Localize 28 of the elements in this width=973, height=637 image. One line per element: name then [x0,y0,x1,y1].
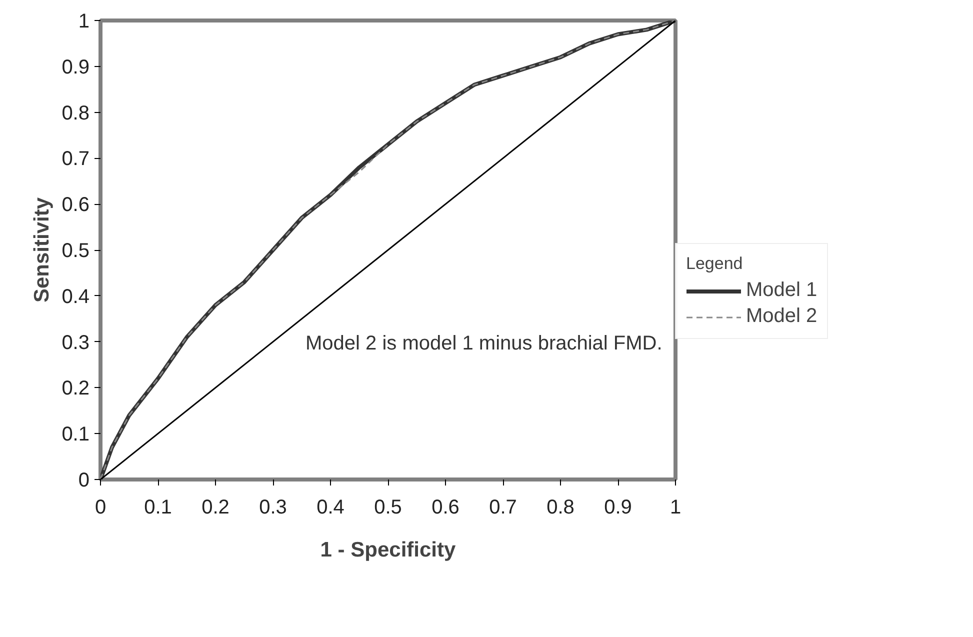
x-tick-label: 0.2 [202,496,230,518]
x-tick-label: 0.6 [432,496,460,518]
x-tick-label: 0.1 [144,496,172,518]
y-tick-label: 0.8 [62,102,90,124]
legend-label: Model 2 [746,305,818,328]
legend-title: Legend [686,254,744,274]
x-tick-label: 0.9 [604,496,632,518]
y-tick-label: 0.1 [62,424,90,446]
y-tick-label: 0.2 [62,378,90,400]
legend-label: Model 1 [746,279,818,302]
y-tick-label: 0.3 [62,332,90,354]
y-axis-title: Sensitivity [30,197,54,303]
annotation: Model 2 is model 1 minus brachial FMD. [306,332,662,354]
x-axis-title: 1 - Specificity [320,538,456,562]
y-tick-label: 0.9 [62,56,90,78]
x-tick-label: 0.3 [259,496,287,518]
x-tick-label: 0.7 [489,496,517,518]
y-tick-label: 0 [78,470,90,492]
x-tick-label: 0.5 [374,496,402,518]
y-tick-label: 0.5 [62,240,90,262]
y-tick-label: 0.4 [62,286,90,308]
x-tick-label: 0.8 [546,496,574,518]
x-tick-label: 0 [94,496,106,518]
y-tick-label: 0.7 [62,148,90,170]
x-tick-label: 0.4 [316,496,344,518]
x-tick-label: 1 [670,496,682,518]
y-tick-label: 1 [78,10,90,32]
y-tick-label: 0.6 [62,194,90,216]
